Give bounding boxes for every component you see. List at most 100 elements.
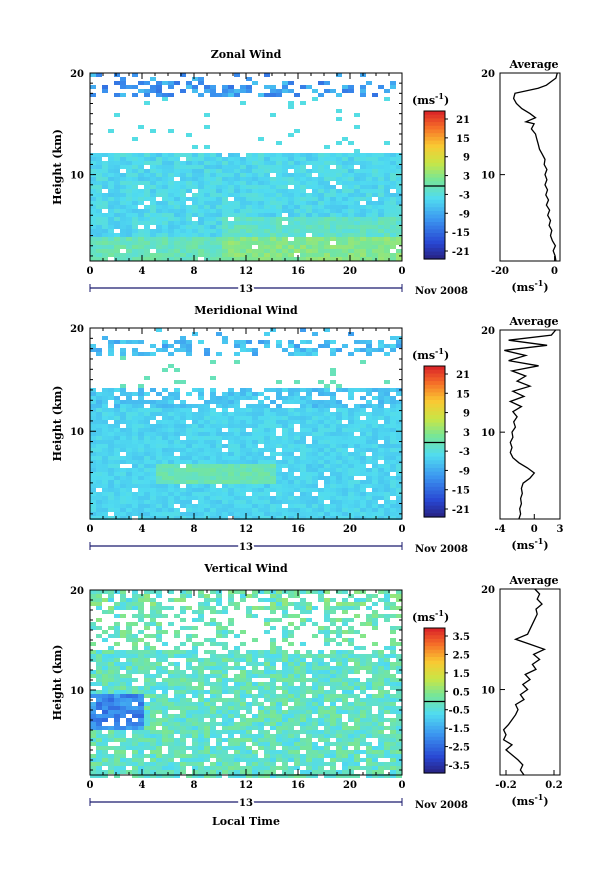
heatmap-cell: [174, 440, 180, 444]
heatmap-cell: [330, 500, 336, 504]
heatmap-cell: [132, 245, 138, 249]
heatmap-cell: [90, 674, 96, 678]
heatmap-cell: [168, 650, 174, 654]
heatmap-cell: [240, 388, 246, 392]
heatmap-cell: [138, 602, 144, 606]
heatmap-cell: [336, 512, 342, 516]
heatmap-cell: [294, 516, 300, 520]
heatmap-cell: [390, 440, 396, 444]
heatmap-cell: [90, 93, 96, 97]
heatmap-cell: [246, 504, 252, 508]
heatmap-cell: [354, 113, 360, 117]
heatmap-cell: [348, 436, 354, 440]
heatmap-cell: [126, 153, 132, 157]
heatmap-cell: [312, 400, 318, 404]
heatmap-cell: [156, 253, 162, 257]
heatmap-cell: [234, 674, 240, 678]
heatmap-cell: [168, 81, 174, 85]
heatmap-cell: [156, 758, 162, 762]
heatmap-cell: [150, 209, 156, 213]
heatmap-cell: [378, 221, 384, 225]
heatmap-cell: [270, 598, 276, 602]
heatmap-cell: [312, 460, 318, 464]
heatmap-cell: [150, 774, 156, 778]
heatmap-cell: [204, 225, 210, 229]
heatmap-cell: [90, 476, 96, 480]
heatmap-cell: [396, 181, 402, 185]
heatmap-cell: [246, 440, 252, 444]
heatmap-cell: [150, 181, 156, 185]
heatmap-cell: [282, 460, 288, 464]
colorbar-segment: [424, 486, 445, 492]
heatmap-cell: [222, 674, 228, 678]
heatmap-cell: [348, 225, 354, 229]
heatmap-cell: [144, 766, 150, 770]
heatmap-cell: [180, 750, 186, 754]
heatmap-cell: [186, 682, 192, 686]
heatmap-cell: [138, 734, 144, 738]
heatmap-cell: [372, 492, 378, 496]
heatmap-cell: [174, 484, 180, 488]
heatmap-cell: [162, 488, 168, 492]
heatmap-cell: [156, 484, 162, 488]
heatmap-cell: [120, 730, 126, 734]
heatmap-cell: [372, 420, 378, 424]
heatmap-cell: [318, 436, 324, 440]
heatmap-cell: [324, 710, 330, 714]
heatmap-cell: [204, 348, 210, 352]
heatmap-cell: [234, 408, 240, 412]
heatmap-cell: [228, 444, 234, 448]
heatmap-cell: [168, 440, 174, 444]
heatmap-cell: [372, 412, 378, 416]
heatmap-cell: [96, 181, 102, 185]
heatmap-cell: [240, 512, 246, 516]
heatmap-cell: [276, 742, 282, 746]
heatmap-cell: [120, 436, 126, 440]
heatmap-cell: [114, 257, 120, 261]
heatmap-cell: [186, 161, 192, 165]
heatmap-cell: [168, 85, 174, 89]
heatmap-cell: [180, 73, 186, 77]
heatmap-cell: [108, 686, 114, 690]
heatmap-cell: [192, 153, 198, 157]
heatmap-cell: [300, 189, 306, 193]
x-tick-label: 16: [291, 266, 305, 277]
heatmap-cell: [294, 754, 300, 758]
heatmap-cell: [144, 81, 150, 85]
heatmap-cell: [252, 650, 258, 654]
heatmap-cell: [264, 618, 270, 622]
heatmap-cell: [90, 488, 96, 492]
heatmap-cell: [210, 690, 216, 694]
heatmap-cell: [258, 177, 264, 181]
heatmap-cell: [252, 614, 258, 618]
heatmap-cell: [300, 598, 306, 602]
heatmap-cell: [366, 400, 372, 404]
heatmap-cell: [252, 428, 258, 432]
heatmap-cell: [234, 253, 240, 257]
heatmap-cell: [138, 702, 144, 706]
heatmap-cell: [264, 436, 270, 440]
heatmap-cell: [258, 428, 264, 432]
heatmap-cell: [96, 408, 102, 412]
heatmap-cell: [132, 428, 138, 432]
heatmap-cell: [180, 448, 186, 452]
heatmap-cell: [360, 436, 366, 440]
heatmap-cell: [318, 456, 324, 460]
heatmap-cell: [198, 452, 204, 456]
heatmap-cell: [330, 380, 336, 384]
heatmap-cell: [330, 638, 336, 642]
heatmap-cell: [126, 392, 132, 396]
heatmap-cell: [324, 424, 330, 428]
heatmap-cell: [138, 257, 144, 261]
heatmap-cell: [270, 758, 276, 762]
heatmap-cell: [198, 193, 204, 197]
heatmap-cell: [216, 738, 222, 742]
heatmap-cell: [102, 217, 108, 221]
heatmap-cell: [282, 766, 288, 770]
heatmap-cell: [150, 352, 156, 356]
heatmap-cell: [150, 169, 156, 173]
heatmap-cell: [300, 237, 306, 241]
colorbar-tick-label: -3: [459, 447, 470, 458]
heatmap-cell: [216, 504, 222, 508]
heatmap-cell: [126, 169, 132, 173]
